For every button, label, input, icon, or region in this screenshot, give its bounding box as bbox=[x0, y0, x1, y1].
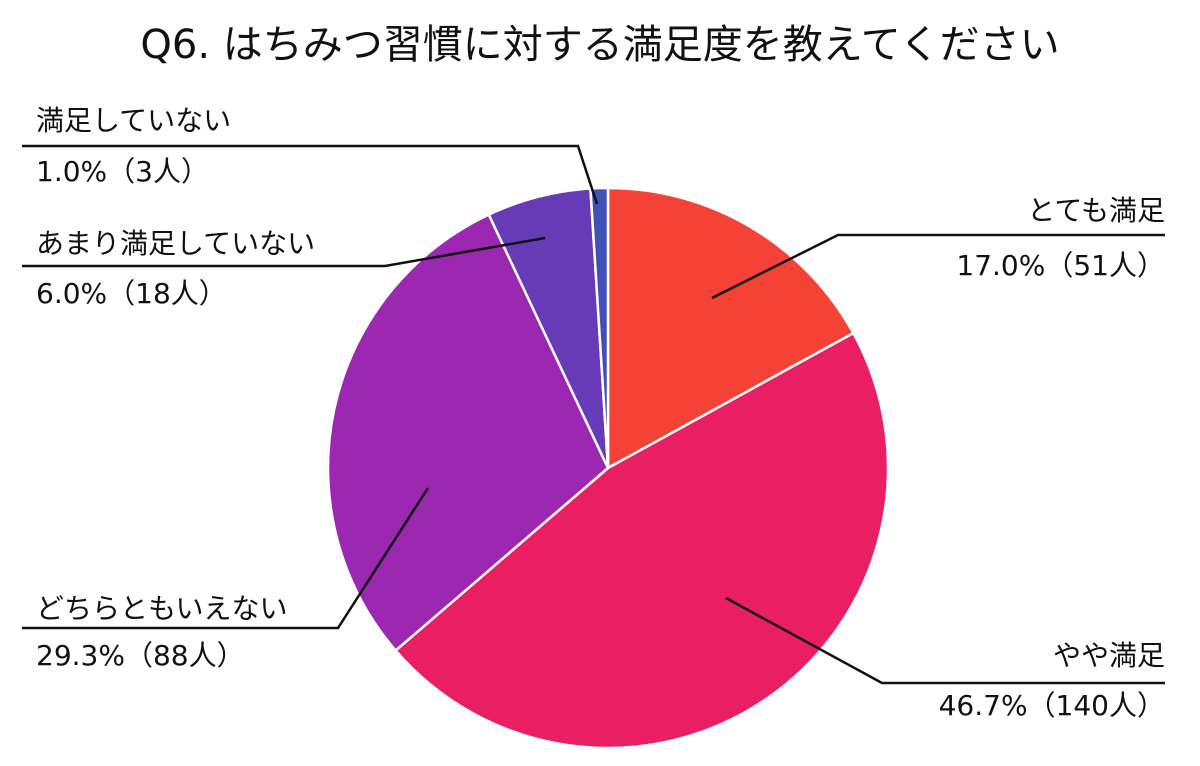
slice-value-neutral: 29.3%（88人） bbox=[36, 639, 245, 672]
slice-label-neutral: どちらともいえない bbox=[36, 592, 287, 625]
leader-line-not-satisfied bbox=[22, 144, 599, 205]
slice-value-somewhat-satisfied: 46.7%（140人） bbox=[939, 689, 1165, 722]
leader-line-not-very-satisfied bbox=[22, 236, 546, 268]
slice-value-not-satisfied: 1.0%（3人） bbox=[36, 155, 209, 188]
chart-title: Q6. はちみつ習慣に対する満足度を教えてください bbox=[140, 22, 1059, 68]
leader-line-neutral bbox=[22, 487, 430, 630]
slice-value-not-very-satisfied: 6.0%（18人） bbox=[36, 277, 227, 310]
slice-label-not-satisfied: 満足していない bbox=[36, 104, 231, 137]
leader-line-somewhat-satisfied bbox=[725, 596, 1165, 685]
leader-lines bbox=[22, 144, 1165, 685]
slice-label-not-very-satisfied: あまり満足していない bbox=[36, 227, 315, 260]
slice-label-somewhat-satisfied: やや満足 bbox=[1053, 639, 1165, 672]
slice-value-very-satisfied: 17.0%（51人） bbox=[956, 249, 1165, 282]
slice-label-very-satisfied: とても満足 bbox=[1027, 194, 1165, 227]
leader-line-very-satisfied bbox=[711, 233, 1165, 300]
slice-labels: とても満足 17.0%（51人） やや満足 46.7%（140人） どちらともいえない 2… bbox=[36, 104, 1165, 722]
slice-not-satisfied bbox=[589, 186, 610, 469]
pie-slices bbox=[326, 186, 890, 750]
slice-somewhat-satisfied bbox=[393, 331, 890, 750]
